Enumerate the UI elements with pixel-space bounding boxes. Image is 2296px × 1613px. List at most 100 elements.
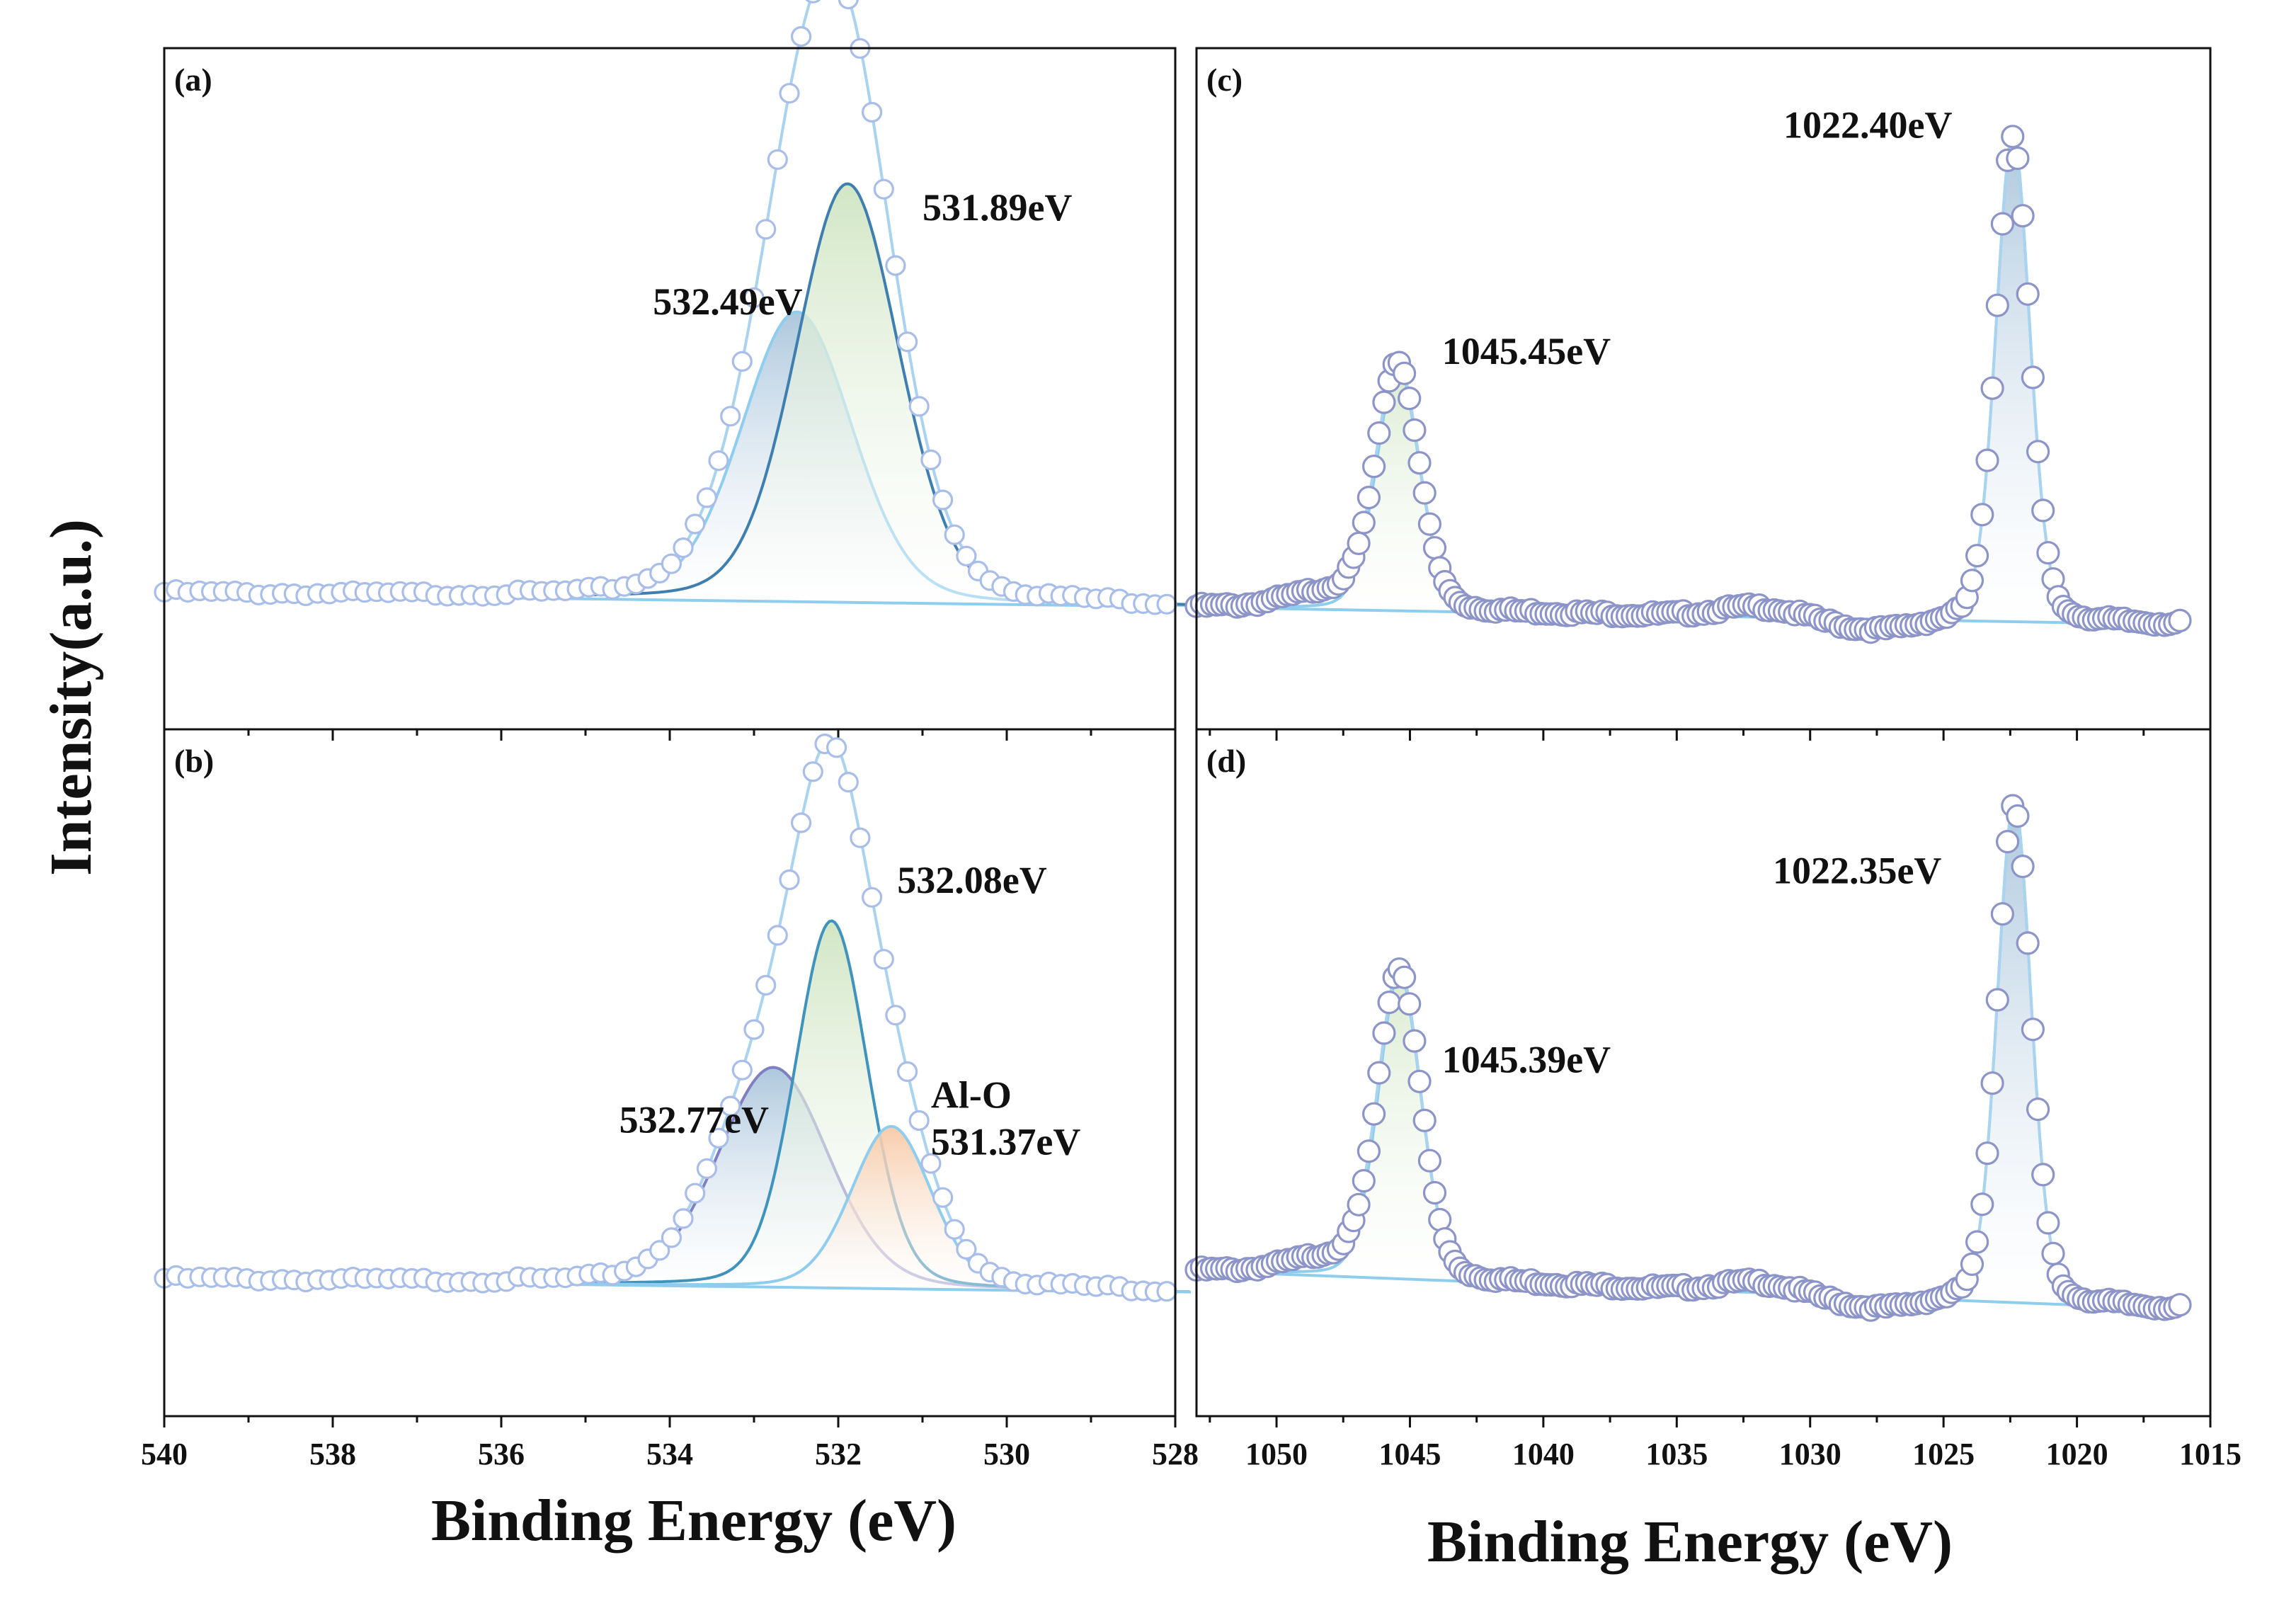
data-point xyxy=(2001,125,2025,149)
data-point xyxy=(826,737,847,758)
data-point xyxy=(2011,204,2035,228)
data-point xyxy=(885,255,906,276)
panel-b: 540 538 536 534 532 530 528 (b) 532.08eV 532.77eV… xyxy=(141,728,1199,1471)
data-point xyxy=(2026,440,2050,464)
data-point xyxy=(673,1208,694,1229)
data-point xyxy=(1965,544,1989,568)
data-point xyxy=(1407,451,1432,475)
data-point xyxy=(779,83,800,104)
data-point xyxy=(802,761,823,782)
data-point xyxy=(720,1095,741,1117)
data-point xyxy=(720,406,741,427)
data-point xyxy=(1412,481,1437,505)
data-point xyxy=(956,1238,977,1260)
component-area-1022.40eV xyxy=(1885,135,2141,622)
data-point xyxy=(1156,1281,1177,1302)
data-point xyxy=(731,1059,753,1081)
data-point xyxy=(2021,365,2045,389)
data-point xyxy=(920,1153,942,1174)
data-point xyxy=(2011,854,2035,879)
data-point xyxy=(1990,212,2014,236)
x-tick-label: 1020 xyxy=(2046,1437,2108,1471)
data-point xyxy=(1403,1029,1427,1053)
data-point xyxy=(1965,1230,1989,1254)
component-area-1045.39eV xyxy=(1237,974,1562,1284)
data-point xyxy=(1361,455,1386,479)
x-tick-label: 1050 xyxy=(1245,1437,1308,1471)
data-point xyxy=(1407,1069,1432,1093)
data-point xyxy=(908,396,930,417)
data-point xyxy=(685,1182,706,1204)
peak-annotation: 532.77eV xyxy=(619,1099,769,1141)
data-point xyxy=(743,1019,765,1040)
right-x-axis-label: Binding Energy (eV) xyxy=(1427,1509,1953,1575)
y-axis-label: Intensity(a.u.) xyxy=(38,519,104,876)
data-point xyxy=(896,1061,918,1083)
data-point xyxy=(673,537,694,559)
data-point xyxy=(1990,902,2014,926)
data-point xyxy=(873,178,894,200)
component-area-532.08eV xyxy=(556,921,1105,1290)
data-point xyxy=(1970,1192,1994,1216)
panel-c: (c) 1022.40eV 1045.45eV xyxy=(1184,47,2212,741)
data-point xyxy=(861,887,883,908)
panel-label-c: (c) xyxy=(1206,62,1243,98)
data-point xyxy=(861,101,883,123)
data-point xyxy=(1975,1141,1999,1165)
peak-annotation: 1022.40eV xyxy=(1783,103,1952,146)
left-x-axis-label: Binding Energy (eV) xyxy=(431,1488,956,1554)
component-area-531.37eV xyxy=(589,1126,1192,1292)
data-point xyxy=(2031,498,2055,523)
data-point xyxy=(1377,990,1401,1015)
data-point xyxy=(790,25,812,47)
data-point xyxy=(850,827,871,848)
data-point xyxy=(696,487,718,508)
data-point xyxy=(790,812,812,833)
data-point xyxy=(1352,1168,1376,1193)
data-point xyxy=(1361,1102,1386,1126)
x-tick-label: 532 xyxy=(815,1437,862,1471)
data-point xyxy=(1372,390,1396,414)
data-point xyxy=(956,545,977,566)
data-point xyxy=(1347,1192,1371,1216)
peak-annotation: 1045.39eV xyxy=(1442,1038,1611,1081)
data-point xyxy=(1985,293,2009,317)
panel-label-b: (b) xyxy=(174,743,214,779)
data-point xyxy=(2036,1211,2060,1235)
data-point xyxy=(1156,593,1177,615)
peak-annotation: 532.08eV xyxy=(897,859,1046,901)
envelope-curve xyxy=(164,737,1176,1292)
data-point xyxy=(1367,421,1391,445)
peak-annotation: 532.49eV xyxy=(653,280,802,323)
x-tick-label: 534 xyxy=(646,1437,693,1471)
data-point xyxy=(755,219,777,240)
x-tick-label: 528 xyxy=(1152,1437,1199,1471)
data-point xyxy=(2168,1293,2192,1317)
data-point xyxy=(896,331,918,353)
data-point xyxy=(932,1187,954,1208)
data-point xyxy=(932,489,954,511)
data-point xyxy=(944,1219,965,1240)
data-point xyxy=(838,0,859,10)
x-tick-label: 536 xyxy=(478,1437,525,1471)
data-point xyxy=(2006,804,2030,828)
data-point xyxy=(1417,1149,1442,1173)
data-point xyxy=(1367,1061,1391,1085)
x-tick-label: 1025 xyxy=(1912,1437,1975,1471)
data-point xyxy=(873,949,894,970)
component-area-1045.45eV xyxy=(1235,367,1560,613)
data-point xyxy=(708,1127,729,1149)
data-point xyxy=(2026,1097,2050,1122)
data-point xyxy=(1980,376,2004,400)
peak-annotation: 531.89eV xyxy=(923,186,1072,229)
data-point xyxy=(1428,1207,1452,1232)
data-point xyxy=(2016,931,2040,955)
data-point xyxy=(1970,503,1994,527)
data-point xyxy=(1403,418,1427,443)
data-point xyxy=(1960,569,1984,593)
data-point xyxy=(661,1227,682,1248)
x-tick-label: 538 xyxy=(309,1437,356,1471)
data-point xyxy=(1398,386,1422,411)
data-point xyxy=(767,149,788,170)
data-point xyxy=(944,524,965,545)
